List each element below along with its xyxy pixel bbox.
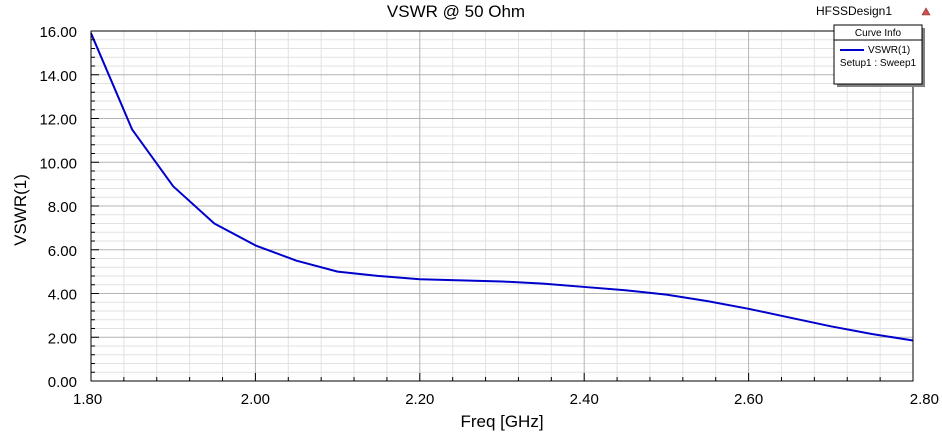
chart-title: VSWR @ 50 Ohm — [387, 2, 525, 21]
y-tick-label: 6.00 — [48, 243, 77, 260]
y-axis-title: VSWR(1) — [11, 174, 30, 246]
y-tick-label: 2.00 — [48, 330, 77, 347]
x-tick-label: 2.40 — [570, 391, 599, 408]
design-name-label: HFSSDesign1 — [816, 4, 892, 18]
curve-info-legend[interactable]: Curve Info VSWR(1) Setup1 : Sweep1 — [833, 24, 925, 87]
legend-entry-name: VSWR(1) — [868, 45, 910, 56]
x-tick-label: 2.20 — [405, 391, 434, 408]
y-tick-label: 4.00 — [48, 287, 77, 304]
y-tick-label: 8.00 — [48, 199, 77, 216]
y-tick-label: 12.00 — [39, 112, 77, 129]
plot-area: 1.80 2.00 2.20 2.40 2.60 2.80 0.00 2.00 4.00 6.0… — [39, 24, 939, 408]
y-tick-label: 0.00 — [48, 374, 77, 391]
legend-entry-detail: Setup1 : Sweep1 — [840, 58, 917, 69]
y-tick-label: 16.00 — [39, 24, 77, 41]
x-axis-ticks: 1.80 2.00 2.20 2.40 2.60 2.80 — [73, 373, 939, 408]
major-gridlines — [90, 30, 914, 382]
x-tick-label: 2.80 — [910, 391, 939, 408]
legend-box — [833, 24, 923, 85]
y-tick-label: 10.00 — [39, 155, 77, 172]
x-tick-label: 2.60 — [734, 391, 763, 408]
y-axis-ticks: 0.00 2.00 4.00 6.00 8.00 10.00 12.00 14.00 16.00 — [39, 24, 99, 391]
x-axis-title: Freq [GHz] — [460, 412, 543, 431]
curve-layer — [90, 32, 914, 342]
series-line-vswr1[interactable] — [90, 32, 914, 342]
legend-title: Curve Info — [855, 28, 902, 39]
x-tick-label: 1.80 — [73, 391, 102, 408]
x-tick-label: 2.00 — [241, 391, 270, 408]
y-tick-label: 14.00 — [39, 68, 77, 85]
design-logo-icon — [921, 7, 931, 16]
